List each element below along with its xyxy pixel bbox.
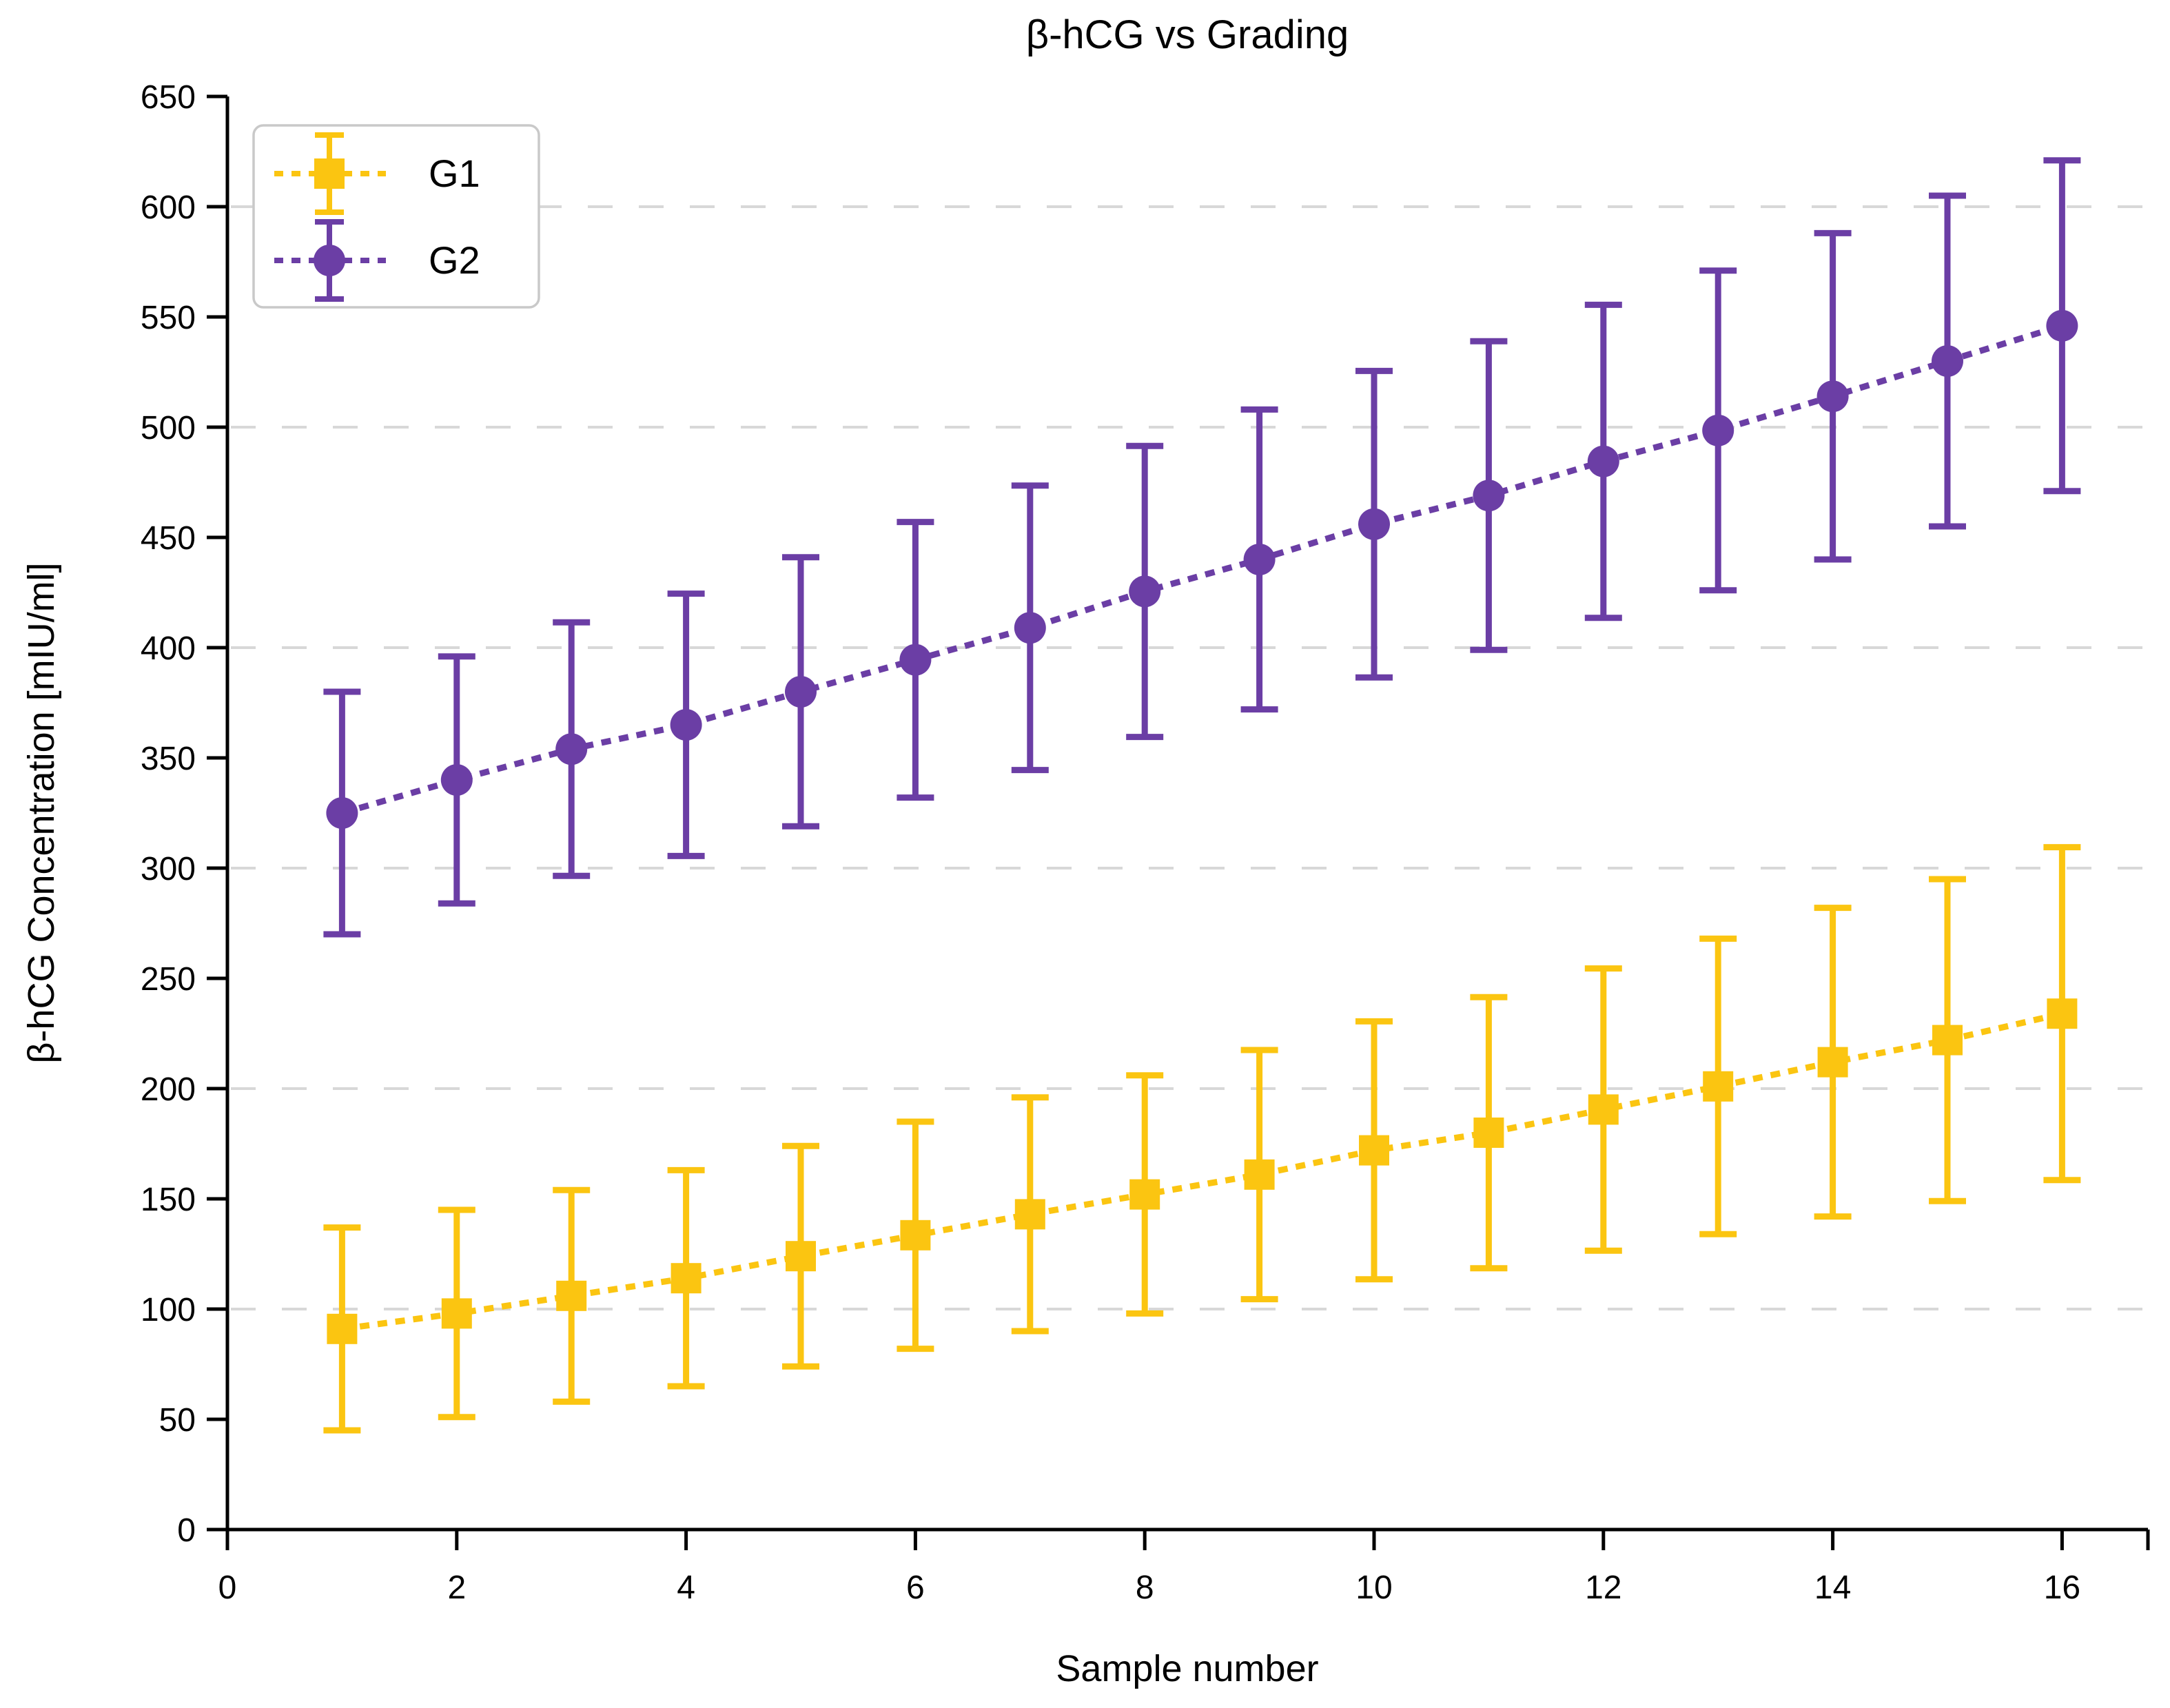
y-tick-label: 500 <box>141 410 196 446</box>
data-point-g1 <box>1588 1094 1619 1125</box>
data-point-g1 <box>2047 998 2078 1029</box>
data-point-g2 <box>1243 544 1276 575</box>
y-tick-label: 50 <box>159 1402 196 1439</box>
y-tick-label: 200 <box>141 1071 196 1108</box>
y-tick-label: 350 <box>141 741 196 777</box>
data-point-g1 <box>556 1280 587 1311</box>
x-tick-label: 6 <box>906 1570 925 1606</box>
x-tick-label: 4 <box>677 1570 695 1606</box>
data-point-g1 <box>900 1220 931 1251</box>
legend-marker-square <box>314 158 345 189</box>
data-point-g1 <box>327 1313 358 1344</box>
x-tick-label: 16 <box>2044 1570 2080 1606</box>
data-point-g1 <box>786 1241 816 1272</box>
data-point-g1 <box>1817 1047 1848 1078</box>
data-point-g2 <box>670 709 702 741</box>
data-point-g2 <box>1587 445 1619 477</box>
series-g1 <box>323 844 2081 1434</box>
y-tick-label: 450 <box>141 520 196 557</box>
y-tick-label: 250 <box>141 961 196 998</box>
data-point-g1 <box>1359 1135 1389 1166</box>
data-point-g2 <box>1014 612 1046 644</box>
x-tick-label: 12 <box>1585 1570 1621 1606</box>
legend-marker-circle <box>314 245 345 276</box>
data-point-g2 <box>1702 414 1734 446</box>
data-point-g2 <box>440 764 473 796</box>
y-tick-label: 600 <box>141 189 196 226</box>
series-line-g1 <box>341 1010 2063 1333</box>
y-tick-label: 650 <box>141 79 196 116</box>
data-point-g2 <box>1473 480 1505 512</box>
data-point-g2 <box>326 797 358 829</box>
data-point-g1 <box>1932 1025 1963 1056</box>
gridlines-layer <box>231 205 2148 1310</box>
x-tick-label: 2 <box>447 1570 466 1606</box>
data-point-g1 <box>1473 1118 1504 1148</box>
x-tick-label: 0 <box>218 1570 237 1606</box>
data-point-g1 <box>671 1263 702 1294</box>
axis-lines <box>225 96 2148 1532</box>
data-point-g2 <box>1358 508 1390 540</box>
legend-item-g2: G2 <box>274 219 480 302</box>
y-tick-label: 550 <box>141 300 196 336</box>
data-point-g2 <box>785 676 817 708</box>
y-axis-title: β-hCG Concentration [mIU/ml] <box>21 562 62 1063</box>
legend-label: G2 <box>429 238 480 282</box>
y-tick-label: 0 <box>177 1512 196 1549</box>
series-line-g2 <box>341 322 2063 816</box>
y-tick-label: 300 <box>141 851 196 887</box>
data-point-g1 <box>441 1298 472 1329</box>
data-point-g1 <box>1703 1071 1734 1102</box>
data-point-g2 <box>1816 380 1849 413</box>
data-point-g1 <box>1244 1159 1275 1190</box>
series-g2 <box>323 157 2081 938</box>
data-point-g2 <box>1932 345 1963 377</box>
axes-layer: 0 50 100 150 200 250 300 350 400 450 500 550 600 650 0… <box>141 79 2150 1606</box>
legend-label: G1 <box>429 152 480 195</box>
y-tick-label: 150 <box>141 1182 196 1218</box>
x-axis-title: Sample number <box>1056 1648 1318 1689</box>
data-point-g2 <box>899 644 932 676</box>
data-point-g2 <box>555 733 588 765</box>
y-tick-label: 100 <box>141 1292 196 1328</box>
y-tick-label: 400 <box>141 630 196 667</box>
legend: G1 G2 <box>252 124 540 309</box>
x-tick-label: 8 <box>1136 1570 1154 1606</box>
data-point-g2 <box>1129 575 1161 608</box>
data-point-g1 <box>1129 1179 1160 1210</box>
legend-item-g1: G1 <box>274 132 480 215</box>
series-layer <box>323 157 2081 1434</box>
x-tick-label: 10 <box>1355 1570 1392 1606</box>
chart-title: β-hCG vs Grading <box>1026 12 1349 57</box>
data-point-g2 <box>2046 309 2078 342</box>
legend-box <box>252 124 540 309</box>
x-tick-label: 14 <box>1814 1570 1851 1606</box>
data-point-g1 <box>1014 1199 1045 1230</box>
